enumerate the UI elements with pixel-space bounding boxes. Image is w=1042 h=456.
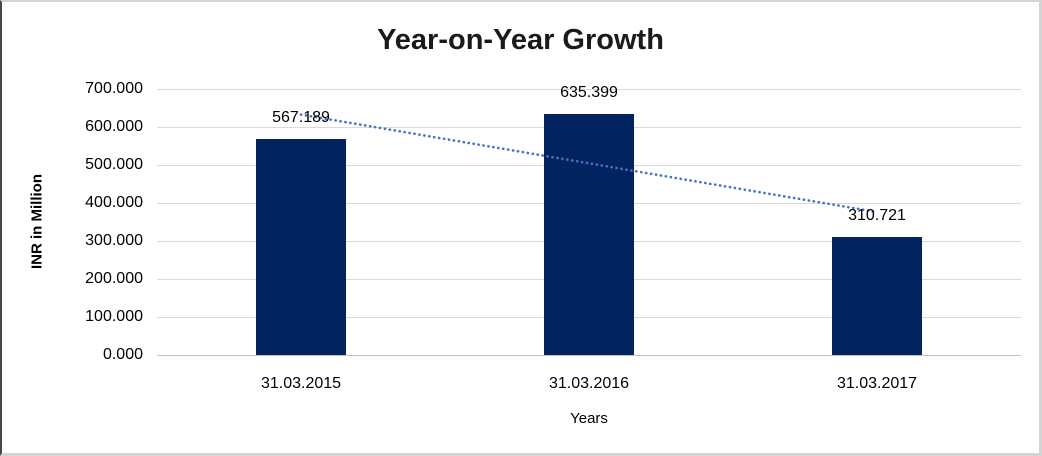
x-axis-tick-label: 31.03.2016: [548, 375, 630, 392]
data-label: 567.189: [272, 109, 330, 127]
x-axis-title: Years: [570, 410, 608, 427]
y-axis-tick-label: 0.000: [102, 346, 143, 363]
y-axis-tick-label: 100.000: [85, 308, 143, 325]
bar[interactable]: [544, 113, 634, 355]
x-axis-tick-label: 31.03.2015: [260, 375, 342, 392]
x-axis-tick-label: 31.03.2017: [836, 375, 918, 392]
y-axis-tick-label: 400.000: [85, 194, 143, 211]
gridline: [157, 89, 1021, 90]
chart-title: Year-on-Year Growth: [377, 24, 664, 56]
gridline: [157, 355, 1021, 356]
y-axis-tick-label: 600.000: [85, 118, 143, 135]
y-axis-tick-label: 300.000: [85, 232, 143, 249]
x-axis-tick-labels: 31.03.2015 31.03.2016 31.03.2017: [157, 374, 1021, 394]
trendline[interactable]: [299, 113, 879, 214]
y-axis-tick-label: 500.000: [85, 156, 143, 173]
data-label: 310.721: [848, 206, 906, 224]
plot-area: 567.189 635.399 310.721: [157, 84, 1021, 356]
data-label: 635.399: [560, 83, 618, 101]
bar[interactable]: [256, 139, 346, 355]
bars: 567.189 635.399 310.721: [157, 84, 1021, 355]
bar[interactable]: [832, 236, 922, 355]
y-axis-tick-label: 700.000: [85, 80, 143, 97]
y-axis-tick-labels: 700.000 600.000 500.000 400.000 300.000 200.0…: [2, 80, 143, 363]
y-axis-tick-label: 200.000: [85, 270, 143, 287]
